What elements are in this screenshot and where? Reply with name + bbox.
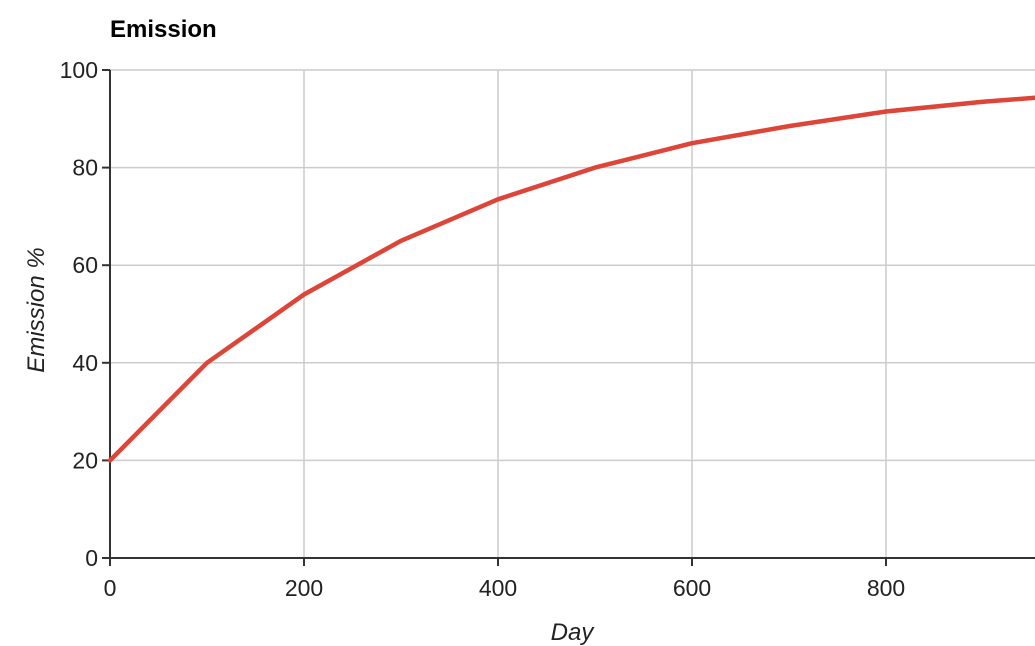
axes — [102, 69, 1035, 566]
y-tick-label: 40 — [72, 350, 98, 376]
series-line-0 — [107, 95, 1035, 463]
y-tick-label: 100 — [60, 57, 98, 83]
x-tick-label: 600 — [673, 575, 711, 601]
x-tick-label: 400 — [479, 575, 517, 601]
y-tick-label: 80 — [72, 155, 98, 181]
x-tick-label: 800 — [867, 575, 905, 601]
grid-lines — [110, 69, 1035, 558]
x-tick-labels: 0 200 400 600 800 — [104, 575, 906, 601]
x-tick-label: 0 — [104, 575, 117, 601]
chart-title: Emission — [110, 16, 217, 43]
y-tick-label: 0 — [85, 545, 98, 571]
x-tick-label: 200 — [285, 575, 323, 601]
series-group — [107, 95, 1035, 463]
y-tick-label: 20 — [72, 447, 98, 473]
y-tick-label: 60 — [72, 252, 98, 278]
x-axis-title: Day — [551, 619, 596, 646]
y-axis-title: Emission % — [23, 247, 50, 372]
y-tick-labels: 0 20 40 60 80 100 — [60, 57, 98, 571]
